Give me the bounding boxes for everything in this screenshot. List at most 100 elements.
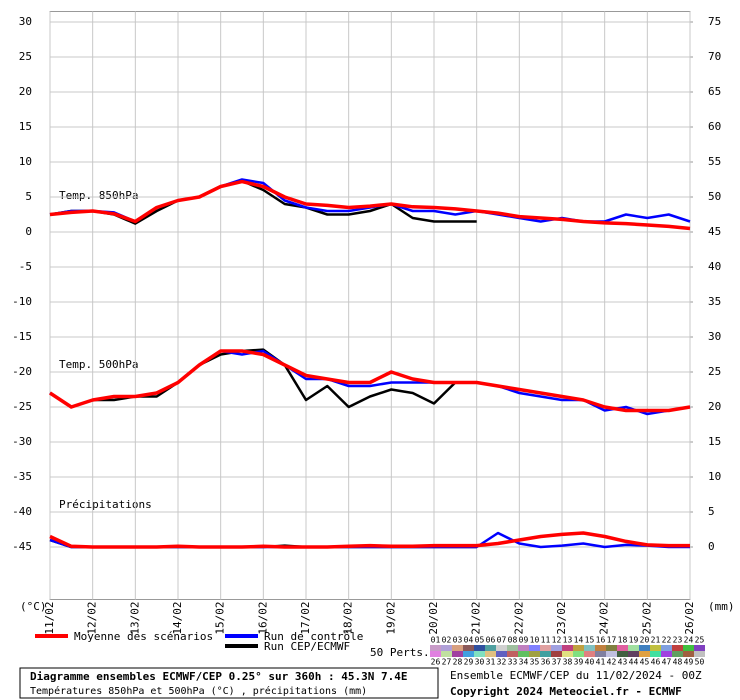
footer-subtitle: Températures 850hPa et 500hPa (°C) , pré…	[30, 685, 367, 697]
y-tick-label: 0	[25, 225, 32, 238]
perturbation-label: 01	[431, 636, 441, 645]
perturbation-swatch	[518, 645, 529, 651]
perturbation-label: 13	[563, 636, 573, 645]
y2-tick-label: 0	[708, 540, 715, 553]
y-tick-label: 15	[19, 120, 32, 133]
perturbation-swatch	[694, 645, 705, 651]
perturbation-label: 44	[629, 658, 639, 667]
x-tick-label: 17/02	[299, 602, 312, 635]
perturbation-swatch	[584, 645, 595, 651]
x-tick-label: 20/02	[427, 602, 440, 635]
perturbation-label: 27	[442, 658, 452, 667]
perturbation-label: 06	[486, 636, 496, 645]
perturbation-label: 05	[475, 636, 485, 645]
perturbation-label: 50	[695, 658, 705, 667]
footer-copyright: Copyright 2024 Meteociel.fr - ECMWF	[450, 685, 682, 698]
x-tick-label: 21/02	[470, 602, 483, 635]
perturbation-swatch	[573, 651, 584, 657]
perturbation-swatch	[529, 645, 540, 651]
perturbation-swatch	[430, 651, 441, 657]
y-tick-label: 30	[19, 15, 32, 28]
perturbation-swatch	[463, 645, 474, 651]
perturbation-swatch	[584, 651, 595, 657]
perturbation-label: 22	[662, 636, 672, 645]
perturbation-label: 36	[541, 658, 551, 667]
perturbation-label: 47	[662, 658, 672, 667]
perturbation-label: 48	[673, 658, 683, 667]
x-tick-label: 23/02	[555, 602, 568, 635]
perturbation-swatch	[551, 651, 562, 657]
perturbation-swatch	[617, 651, 628, 657]
perturbation-swatch	[485, 645, 496, 651]
perturbation-label: 08	[508, 636, 518, 645]
perturbation-swatch	[661, 645, 672, 651]
perturbation-label: 19	[629, 636, 639, 645]
x-tick-label: 12/02	[86, 602, 99, 635]
perturbation-label: 42	[607, 658, 617, 667]
perturbation-label: 20	[640, 636, 650, 645]
perturbation-label: 12	[552, 636, 562, 645]
perturbation-swatch	[650, 645, 661, 651]
panel-label: Temp. 850hPa	[59, 189, 138, 202]
perturbation-swatch	[573, 645, 584, 651]
perturbation-swatch	[606, 651, 617, 657]
plot-area	[49, 11, 691, 600]
perturbation-label: 03	[453, 636, 463, 645]
perturbation-label: 28	[453, 658, 463, 667]
y-tick-label: -20	[12, 365, 32, 378]
perturbation-swatch	[430, 645, 441, 651]
y-tick-label: 10	[19, 155, 32, 168]
series-line	[49, 179, 691, 231]
y-axis-label: (°C)	[20, 600, 47, 613]
perturbation-label: 04	[464, 636, 474, 645]
perturbation-swatch	[628, 645, 639, 651]
y-tick-label: -30	[12, 435, 32, 448]
perturbation-swatch	[683, 645, 694, 651]
y-tick-label: -45	[12, 540, 32, 553]
perturbation-label: 10	[530, 636, 540, 645]
perturbation-swatch	[507, 651, 518, 657]
y2-tick-label: 65	[708, 85, 721, 98]
y-tick-label: 25	[19, 50, 32, 63]
perturbation-swatch	[529, 651, 540, 657]
perturbation-label: 41	[596, 658, 606, 667]
x-tick-label: 11/02	[43, 602, 56, 635]
perturbation-swatch	[672, 645, 683, 651]
x-tick-label: 26/02	[683, 602, 696, 635]
perturbation-swatch	[441, 651, 452, 657]
perturbation-label: 26	[431, 658, 441, 667]
y2-tick-label: 10	[708, 470, 721, 483]
perturbation-swatch	[672, 651, 683, 657]
perturbation-label: 30	[475, 658, 485, 667]
perturbation-swatch	[639, 651, 650, 657]
x-tick-label: 19/02	[384, 602, 397, 635]
perturbation-label: 40	[585, 658, 595, 667]
x-tick-label: 13/02	[128, 602, 141, 635]
perturbation-swatch	[661, 651, 672, 657]
perturbation-swatch	[595, 651, 606, 657]
perturbation-swatch	[606, 645, 617, 651]
perturbation-swatch	[507, 645, 518, 651]
perturbation-swatch	[496, 651, 507, 657]
perturbation-swatch	[628, 651, 639, 657]
y2-tick-label: 70	[708, 50, 721, 63]
y-tick-label: -5	[19, 260, 32, 273]
y-tick-label: -10	[12, 295, 32, 308]
perturbation-swatch	[518, 651, 529, 657]
y2-tick-label: 40	[708, 260, 721, 273]
y2-tick-label: 55	[708, 155, 721, 168]
legend-label: Run de contrôle	[264, 630, 363, 643]
y2-tick-label: 75	[708, 15, 721, 28]
perturbation-label: 32	[497, 658, 507, 667]
x-tick-label: 14/02	[171, 602, 184, 635]
x-tick-label: 24/02	[598, 602, 611, 635]
perturbation-label: 09	[519, 636, 529, 645]
perturbation-swatch	[540, 645, 551, 651]
perturbation-swatch	[562, 651, 573, 657]
x-tick-label: 15/02	[214, 602, 227, 635]
y-tick-label: -15	[12, 330, 32, 343]
series-line	[49, 348, 477, 409]
perturbation-swatch	[617, 645, 628, 651]
y2-tick-label: 50	[708, 190, 721, 203]
perturbation-label: 15	[585, 636, 595, 645]
